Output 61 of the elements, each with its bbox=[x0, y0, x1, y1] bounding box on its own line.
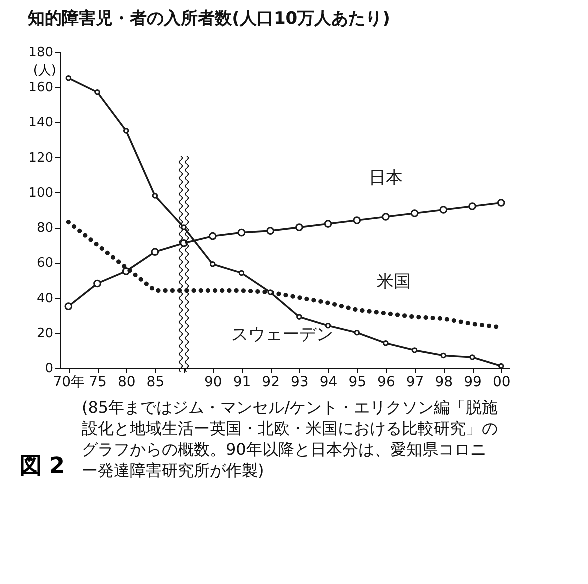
x-tick-label: 91 bbox=[233, 374, 252, 390]
point bbox=[498, 363, 504, 368]
point bbox=[208, 232, 217, 240]
series-label: 米国 bbox=[377, 272, 412, 292]
x-tick-label: 80 bbox=[118, 374, 136, 390]
x-tick-label: 99 bbox=[464, 374, 482, 390]
point bbox=[497, 199, 506, 207]
point bbox=[151, 248, 160, 256]
x-tick-label: 85 bbox=[146, 374, 165, 390]
x-tick-label: 96 bbox=[378, 374, 396, 390]
y-tick-label: 60 bbox=[36, 256, 54, 272]
y-tick-label: 20 bbox=[36, 326, 54, 342]
x-tick-label: 75 bbox=[89, 374, 107, 390]
point bbox=[324, 220, 332, 228]
point bbox=[268, 290, 274, 296]
point bbox=[470, 354, 476, 360]
point bbox=[152, 193, 158, 199]
point bbox=[440, 206, 448, 214]
x-tick-label: 92 bbox=[262, 374, 280, 390]
x-tick-label: 00 bbox=[492, 374, 511, 390]
point bbox=[266, 227, 274, 235]
point bbox=[382, 213, 390, 221]
point bbox=[238, 228, 246, 237]
y-tick-label: 80 bbox=[36, 221, 54, 236]
point bbox=[412, 348, 418, 354]
y-tick-label: 180 bbox=[28, 46, 54, 60]
chart-title: 知的障害児・者の入所者数(人口10万人あたり) bbox=[27, 9, 390, 29]
y-tick-label: 40 bbox=[36, 291, 54, 306]
point bbox=[123, 128, 130, 134]
point bbox=[181, 224, 187, 230]
x-tick-label: 90 bbox=[204, 374, 222, 390]
point bbox=[296, 224, 304, 232]
point bbox=[354, 330, 360, 336]
point bbox=[238, 270, 245, 276]
x-tick-label: 70年 bbox=[53, 374, 86, 390]
x-tick-label: 94 bbox=[320, 374, 338, 390]
text: (85年まではジム・マンセル/ケント・エリクソン編「脱施設化と地域生活ー英国・北欧・米国における比較研究」のグラフからの概数。90年以降と日本分は、愛知県コロニー発達障害研究所が作製) bbox=[82, 397, 499, 481]
point bbox=[296, 314, 302, 320]
x-tick-label: 93 bbox=[291, 374, 309, 390]
point bbox=[210, 262, 216, 268]
series-label: スウェーデン bbox=[232, 325, 334, 346]
point bbox=[440, 352, 447, 359]
point bbox=[410, 210, 419, 218]
point bbox=[94, 90, 100, 96]
point bbox=[64, 302, 73, 310]
point bbox=[383, 340, 389, 346]
caption: 図 2 bbox=[20, 453, 66, 481]
point bbox=[468, 202, 476, 210]
y-axis-title: (人) bbox=[33, 64, 56, 78]
point bbox=[353, 216, 362, 224]
series-label: 日本 bbox=[369, 168, 404, 189]
y-tick-label: 120 bbox=[28, 150, 54, 166]
point bbox=[94, 280, 102, 288]
x-tick-label: 98 bbox=[435, 374, 454, 390]
point bbox=[66, 75, 72, 82]
y-tick-label: 140 bbox=[28, 116, 54, 131]
y-tick-label: 100 bbox=[28, 186, 54, 201]
x-tick-label: 95 bbox=[348, 374, 367, 390]
y-tick-label: 0 bbox=[45, 362, 54, 376]
y-tick-label: 160 bbox=[28, 80, 54, 96]
x-tick-label: 97 bbox=[406, 374, 424, 390]
